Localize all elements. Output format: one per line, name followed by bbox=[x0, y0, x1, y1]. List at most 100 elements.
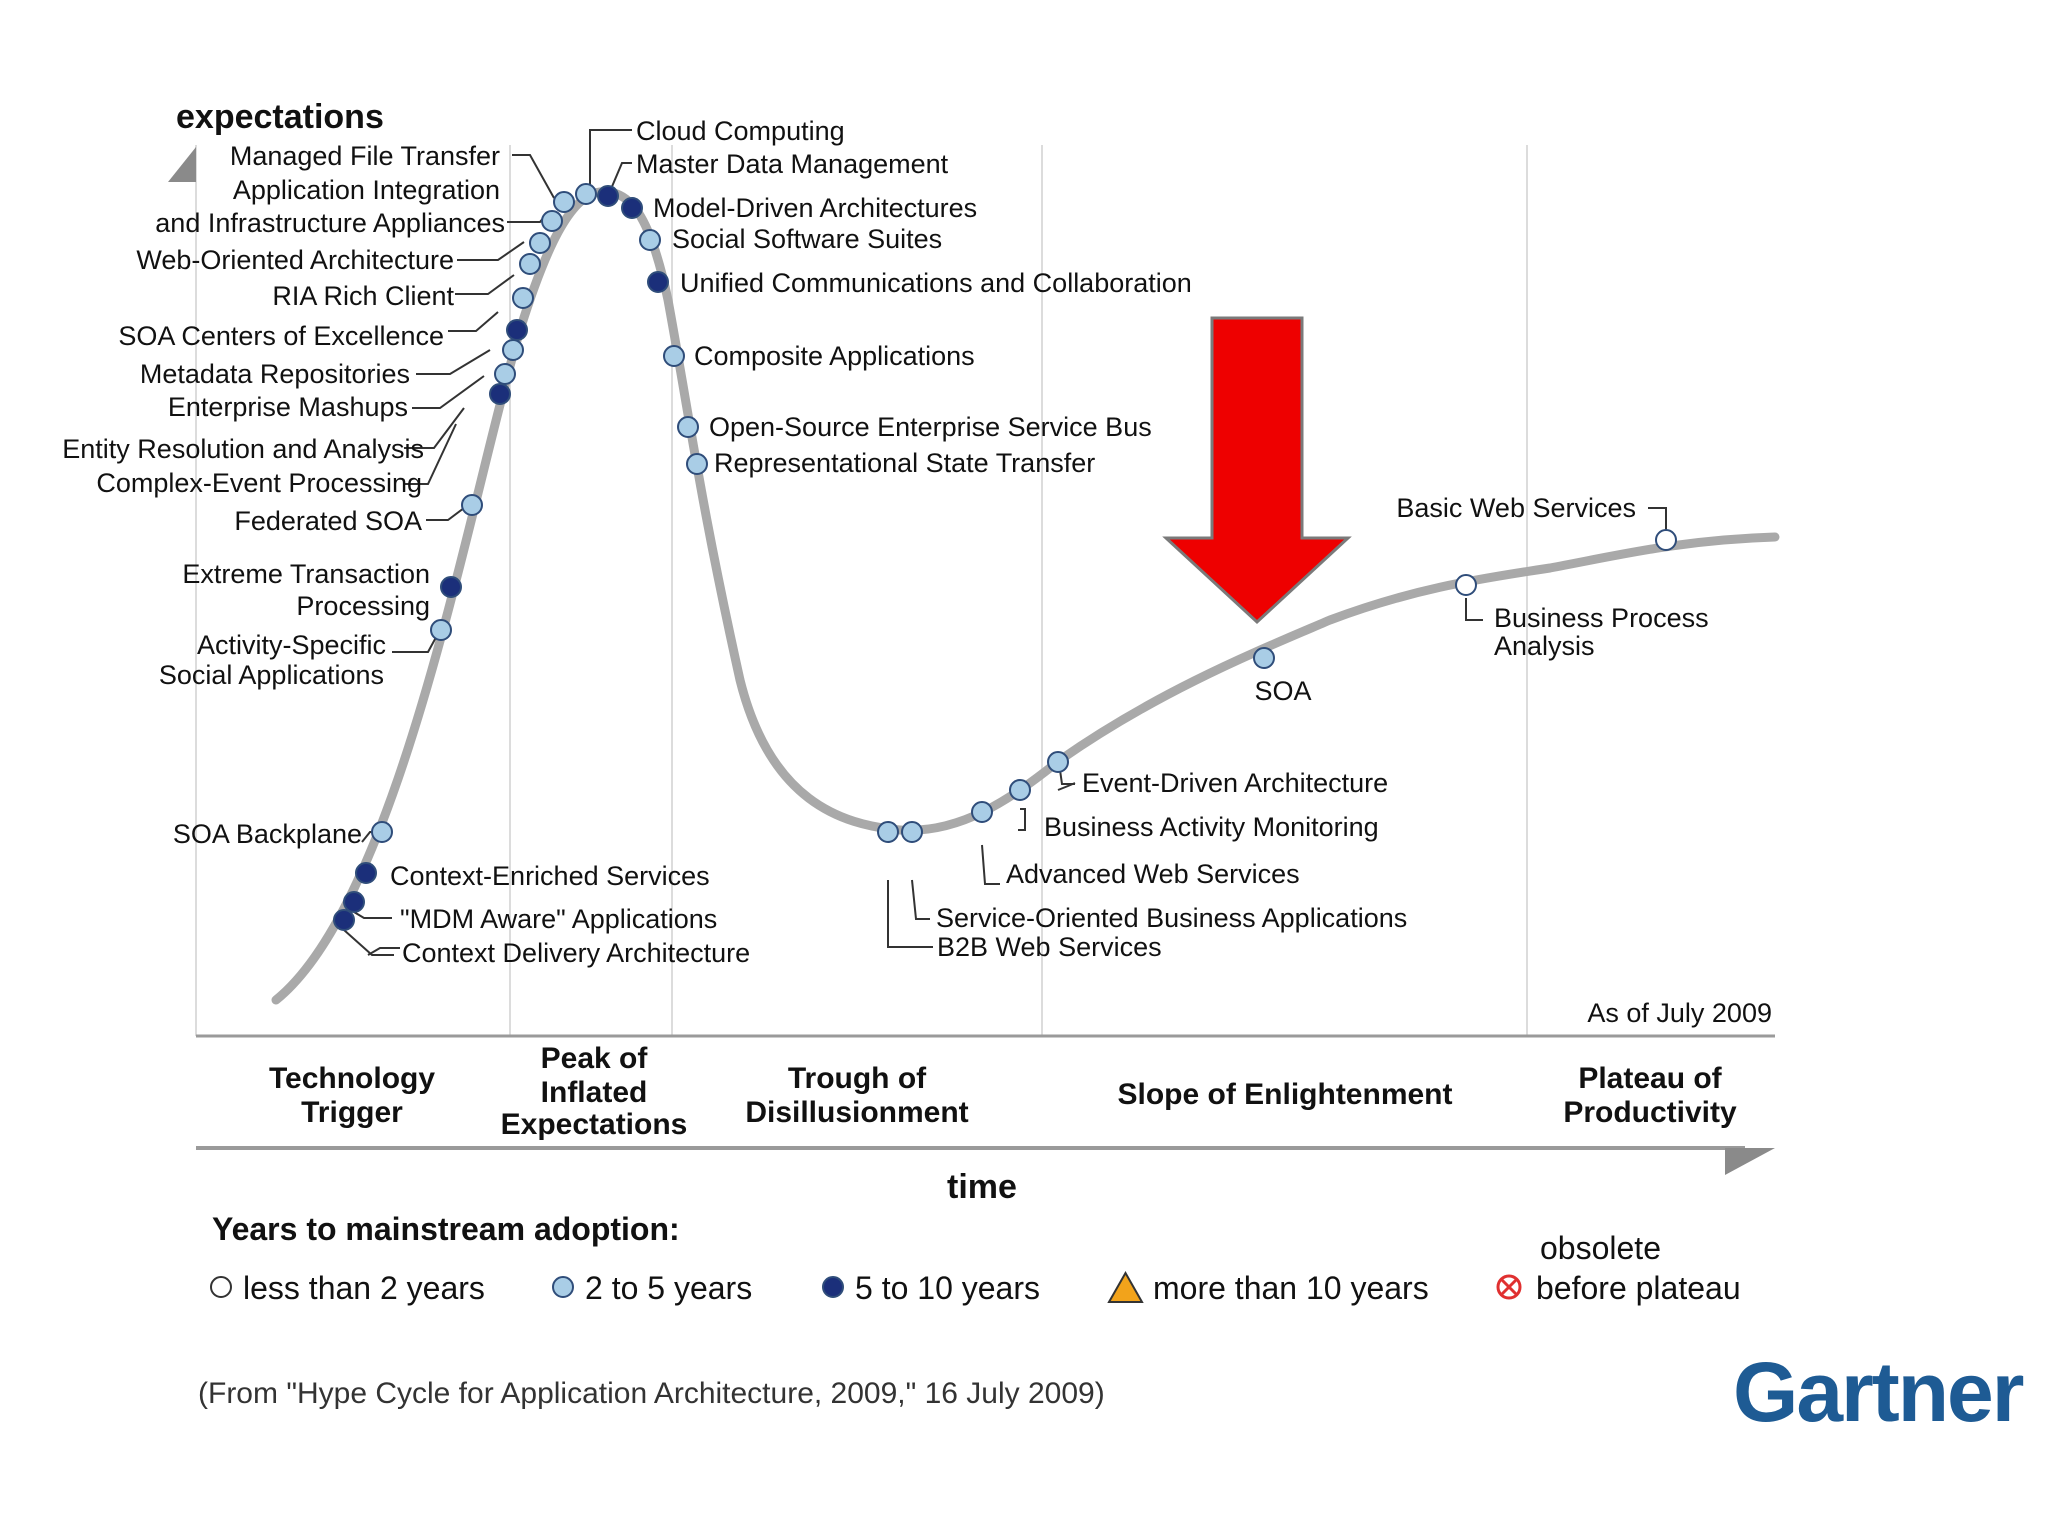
label-managed-file-transfer: Managed File Transfer bbox=[230, 141, 500, 171]
legend: Years to mainstream adoption: less than … bbox=[210, 1211, 1741, 1306]
legend-label-before-plateau: before plateau bbox=[1536, 1270, 1741, 1306]
marker-basic-web-services bbox=[1655, 529, 1677, 551]
marker-federated-soa bbox=[461, 494, 483, 516]
marker-enterprise-mashups bbox=[494, 363, 516, 385]
source-citation: (From "Hype Cycle for Application Archit… bbox=[198, 1377, 1105, 1410]
legend-marker-obsolete-x bbox=[1496, 1274, 1522, 1300]
marker-context-enriched-services bbox=[355, 862, 377, 884]
marker-b2b-web-services bbox=[877, 821, 899, 843]
marker-advanced-web-services bbox=[971, 801, 993, 823]
time-axis-arrowhead bbox=[1725, 1148, 1775, 1175]
expectations-axis-label: expectations bbox=[176, 98, 384, 136]
label-extreme-transaction-processing-line-2: Processing bbox=[296, 591, 430, 621]
marker-soa bbox=[1253, 647, 1275, 669]
axes bbox=[168, 147, 1775, 1175]
as-of-date: As of July 2009 bbox=[1587, 998, 1772, 1028]
label-social-software-suites: Social Software Suites bbox=[672, 224, 942, 254]
marker-soa-backplane bbox=[371, 821, 393, 843]
legend-label-less-than-2: less than 2 years bbox=[243, 1270, 485, 1306]
legend-marker-light-blue-circle bbox=[552, 1276, 574, 1298]
marker-unified-communications bbox=[647, 271, 669, 293]
legend-title: Years to mainstream adoption: bbox=[212, 1211, 680, 1247]
label-federated-soa: Federated SOA bbox=[234, 506, 422, 536]
phase-slope-line-1: Slope of Enlightenment bbox=[1118, 1078, 1453, 1111]
legend-marker-hollow-circle bbox=[210, 1276, 232, 1298]
phase-trough-line-2: Disillusionment bbox=[745, 1096, 968, 1129]
label-b2b-web-services: B2B Web Services bbox=[937, 932, 1162, 962]
legend-label-more-than-10: more than 10 years bbox=[1153, 1270, 1429, 1306]
label-composite-applications: Composite Applications bbox=[694, 341, 975, 371]
label-unified-communications: Unified Communications and Collaboration bbox=[680, 268, 1192, 298]
label-activity-specific-line-2: Social Applications bbox=[159, 660, 384, 690]
label-metadata-repositories: Metadata Repositories bbox=[140, 359, 410, 389]
marker-business-process-analysis bbox=[1455, 574, 1477, 596]
marker-social-software-suites bbox=[639, 229, 661, 251]
marker-ria-rich-client-2 bbox=[512, 287, 534, 309]
label-master-data-management: Master Data Management bbox=[636, 149, 949, 179]
marker-event-driven-architecture bbox=[1047, 751, 1069, 773]
label-complex-event-processing: Complex-Event Processing bbox=[96, 468, 422, 498]
label-context-delivery-architecture: Context Delivery Architecture bbox=[402, 938, 750, 968]
marker-master-data-management bbox=[597, 185, 619, 207]
leader-lines bbox=[343, 129, 1667, 956]
legend-marker-dark-blue-circle bbox=[822, 1276, 844, 1298]
legend-marker-triangle bbox=[1107, 1270, 1144, 1303]
label-business-activity-monitoring: Business Activity Monitoring bbox=[1044, 812, 1379, 842]
label-soa-centers-of-excellence: SOA Centers of Excellence bbox=[118, 321, 444, 351]
legend-label-5-to-10: 5 to 10 years bbox=[855, 1270, 1040, 1306]
label-application-integration-line-1: Application Integration bbox=[233, 175, 500, 205]
label-extreme-transaction-processing-line-1: Extreme Transaction bbox=[182, 559, 430, 589]
phase-trough-line-1: Trough of bbox=[788, 1062, 927, 1095]
label-soba: Service-Oriented Business Applications bbox=[936, 903, 1407, 933]
label-model-driven-architectures: Model-Driven Architectures bbox=[653, 193, 977, 223]
phase-peak-line-1: Peak of bbox=[541, 1042, 649, 1075]
phase-plateau-line-2: Productivity bbox=[1563, 1096, 1737, 1129]
phase-dividers bbox=[195, 145, 1528, 1036]
phase-peak-line-2: Inflated bbox=[541, 1076, 648, 1109]
marker-business-activity-monitoring bbox=[1009, 779, 1031, 801]
marker-context-delivery-architecture bbox=[333, 909, 355, 931]
marker-mdm-aware-applications bbox=[343, 891, 365, 913]
marker-ria-rich-client bbox=[519, 253, 541, 275]
marker-soa-centers-of-excellence bbox=[506, 319, 528, 341]
time-axis-label: time bbox=[947, 1168, 1017, 1206]
phase-labels: Technology Trigger Peak of Inflated Expe… bbox=[269, 1042, 1737, 1141]
legend-label-obsolete: obsolete bbox=[1540, 1230, 1661, 1266]
technology-markers bbox=[333, 183, 1677, 931]
marker-composite-applications bbox=[663, 345, 685, 367]
highlight-arrow bbox=[1162, 316, 1352, 625]
marker-entity-resolution bbox=[489, 383, 511, 405]
technology-labels: Cloud Computing Master Data Management M… bbox=[62, 116, 1708, 968]
phase-trigger-line-1: Technology bbox=[269, 1062, 435, 1095]
phase-plateau-line-1: Plateau of bbox=[1578, 1062, 1722, 1095]
label-ria-rich-client: RIA Rich Client bbox=[272, 281, 454, 311]
marker-rest bbox=[686, 453, 708, 475]
label-activity-specific-line-1: Activity-Specific bbox=[197, 630, 386, 660]
marker-cloud-computing bbox=[575, 183, 597, 205]
label-cloud-computing: Cloud Computing bbox=[636, 116, 845, 146]
marker-activity-specific-social-applications bbox=[430, 619, 452, 641]
gartner-logo: Gartner bbox=[1733, 1345, 2024, 1439]
label-application-integration-line-2: and Infrastructure Appliances bbox=[155, 208, 505, 238]
label-rest: Representational State Transfer bbox=[714, 448, 1095, 478]
marker-managed-file-transfer bbox=[553, 191, 575, 213]
marker-soba bbox=[901, 821, 923, 843]
expectations-axis-arrowhead bbox=[168, 147, 196, 182]
marker-model-driven-architectures bbox=[621, 197, 643, 219]
label-web-oriented-architecture: Web-Oriented Architecture bbox=[136, 245, 454, 275]
phase-trigger-line-2: Trigger bbox=[301, 1096, 403, 1129]
label-soa: SOA bbox=[1254, 676, 1311, 706]
label-business-process-analysis-line-2: Analysis bbox=[1494, 631, 1595, 661]
label-entity-resolution-and-analysis: Entity Resolution and Analysis bbox=[62, 434, 424, 464]
label-business-process-analysis-line-1: Business Process bbox=[1494, 603, 1709, 633]
marker-open-source-esb bbox=[677, 416, 699, 438]
label-basic-web-services: Basic Web Services bbox=[1396, 493, 1636, 523]
label-soa-backplane: SOA Backplane bbox=[173, 819, 362, 849]
legend-label-2-to-5: 2 to 5 years bbox=[585, 1270, 752, 1306]
marker-application-integration bbox=[541, 210, 563, 232]
marker-extreme-transaction-processing bbox=[440, 576, 462, 598]
label-open-source-esb: Open-Source Enterprise Service Bus bbox=[709, 412, 1152, 442]
phase-peak-line-3: Expectations bbox=[501, 1108, 688, 1141]
label-event-driven-architecture: Event-Driven Architecture bbox=[1082, 768, 1388, 798]
